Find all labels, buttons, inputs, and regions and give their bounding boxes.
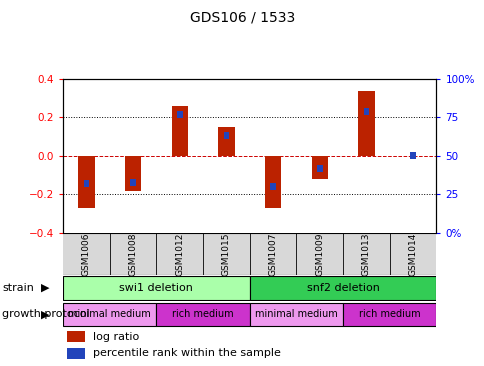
Text: GSM1008: GSM1008: [128, 232, 137, 276]
Bar: [130, 179, 136, 186]
Bar: [223, 132, 229, 139]
Text: GSM1012: GSM1012: [175, 232, 184, 276]
Bar: [63, 303, 156, 326]
Text: GSM1015: GSM1015: [222, 232, 230, 276]
Bar: [156, 303, 249, 326]
Bar: [218, 127, 234, 156]
Bar: [63, 276, 249, 300]
Bar: [67, 331, 85, 342]
Bar: [296, 233, 342, 275]
Bar: [125, 156, 141, 190]
Bar: [358, 90, 374, 156]
Bar: [63, 233, 109, 275]
Text: minimal medium: minimal medium: [255, 309, 337, 319]
Bar: [389, 233, 436, 275]
Bar: [171, 106, 187, 156]
Text: GSM1014: GSM1014: [408, 232, 417, 276]
Text: swi1 deletion: swi1 deletion: [119, 283, 193, 292]
Bar: [317, 165, 322, 172]
Bar: [409, 153, 415, 159]
Text: snf2 deletion: snf2 deletion: [306, 283, 379, 292]
Bar: [67, 348, 85, 359]
Bar: [177, 111, 182, 118]
Bar: [264, 156, 281, 208]
Bar: [78, 156, 94, 208]
Text: log ratio: log ratio: [93, 332, 139, 341]
Bar: [109, 233, 156, 275]
Text: GDS106 / 1533: GDS106 / 1533: [189, 11, 295, 25]
Text: rich medium: rich medium: [172, 309, 233, 319]
Bar: [156, 233, 203, 275]
Bar: [249, 276, 436, 300]
Text: rich medium: rich medium: [358, 309, 420, 319]
Bar: [342, 233, 389, 275]
Text: ▶: ▶: [41, 283, 49, 293]
Text: GSM1013: GSM1013: [361, 232, 370, 276]
Text: GSM1007: GSM1007: [268, 232, 277, 276]
Bar: [249, 233, 296, 275]
Text: strain: strain: [2, 283, 34, 293]
Bar: [311, 156, 327, 179]
Bar: [203, 233, 249, 275]
Text: ▶: ▶: [41, 309, 49, 320]
Text: GSM1009: GSM1009: [315, 232, 324, 276]
Bar: [83, 180, 89, 187]
Bar: [363, 108, 368, 115]
Bar: [342, 303, 436, 326]
Bar: [249, 303, 342, 326]
Text: GSM1006: GSM1006: [82, 232, 91, 276]
Text: minimal medium: minimal medium: [68, 309, 151, 319]
Text: growth protocol: growth protocol: [2, 309, 90, 320]
Bar: [270, 183, 275, 190]
Text: percentile rank within the sample: percentile rank within the sample: [93, 348, 280, 358]
